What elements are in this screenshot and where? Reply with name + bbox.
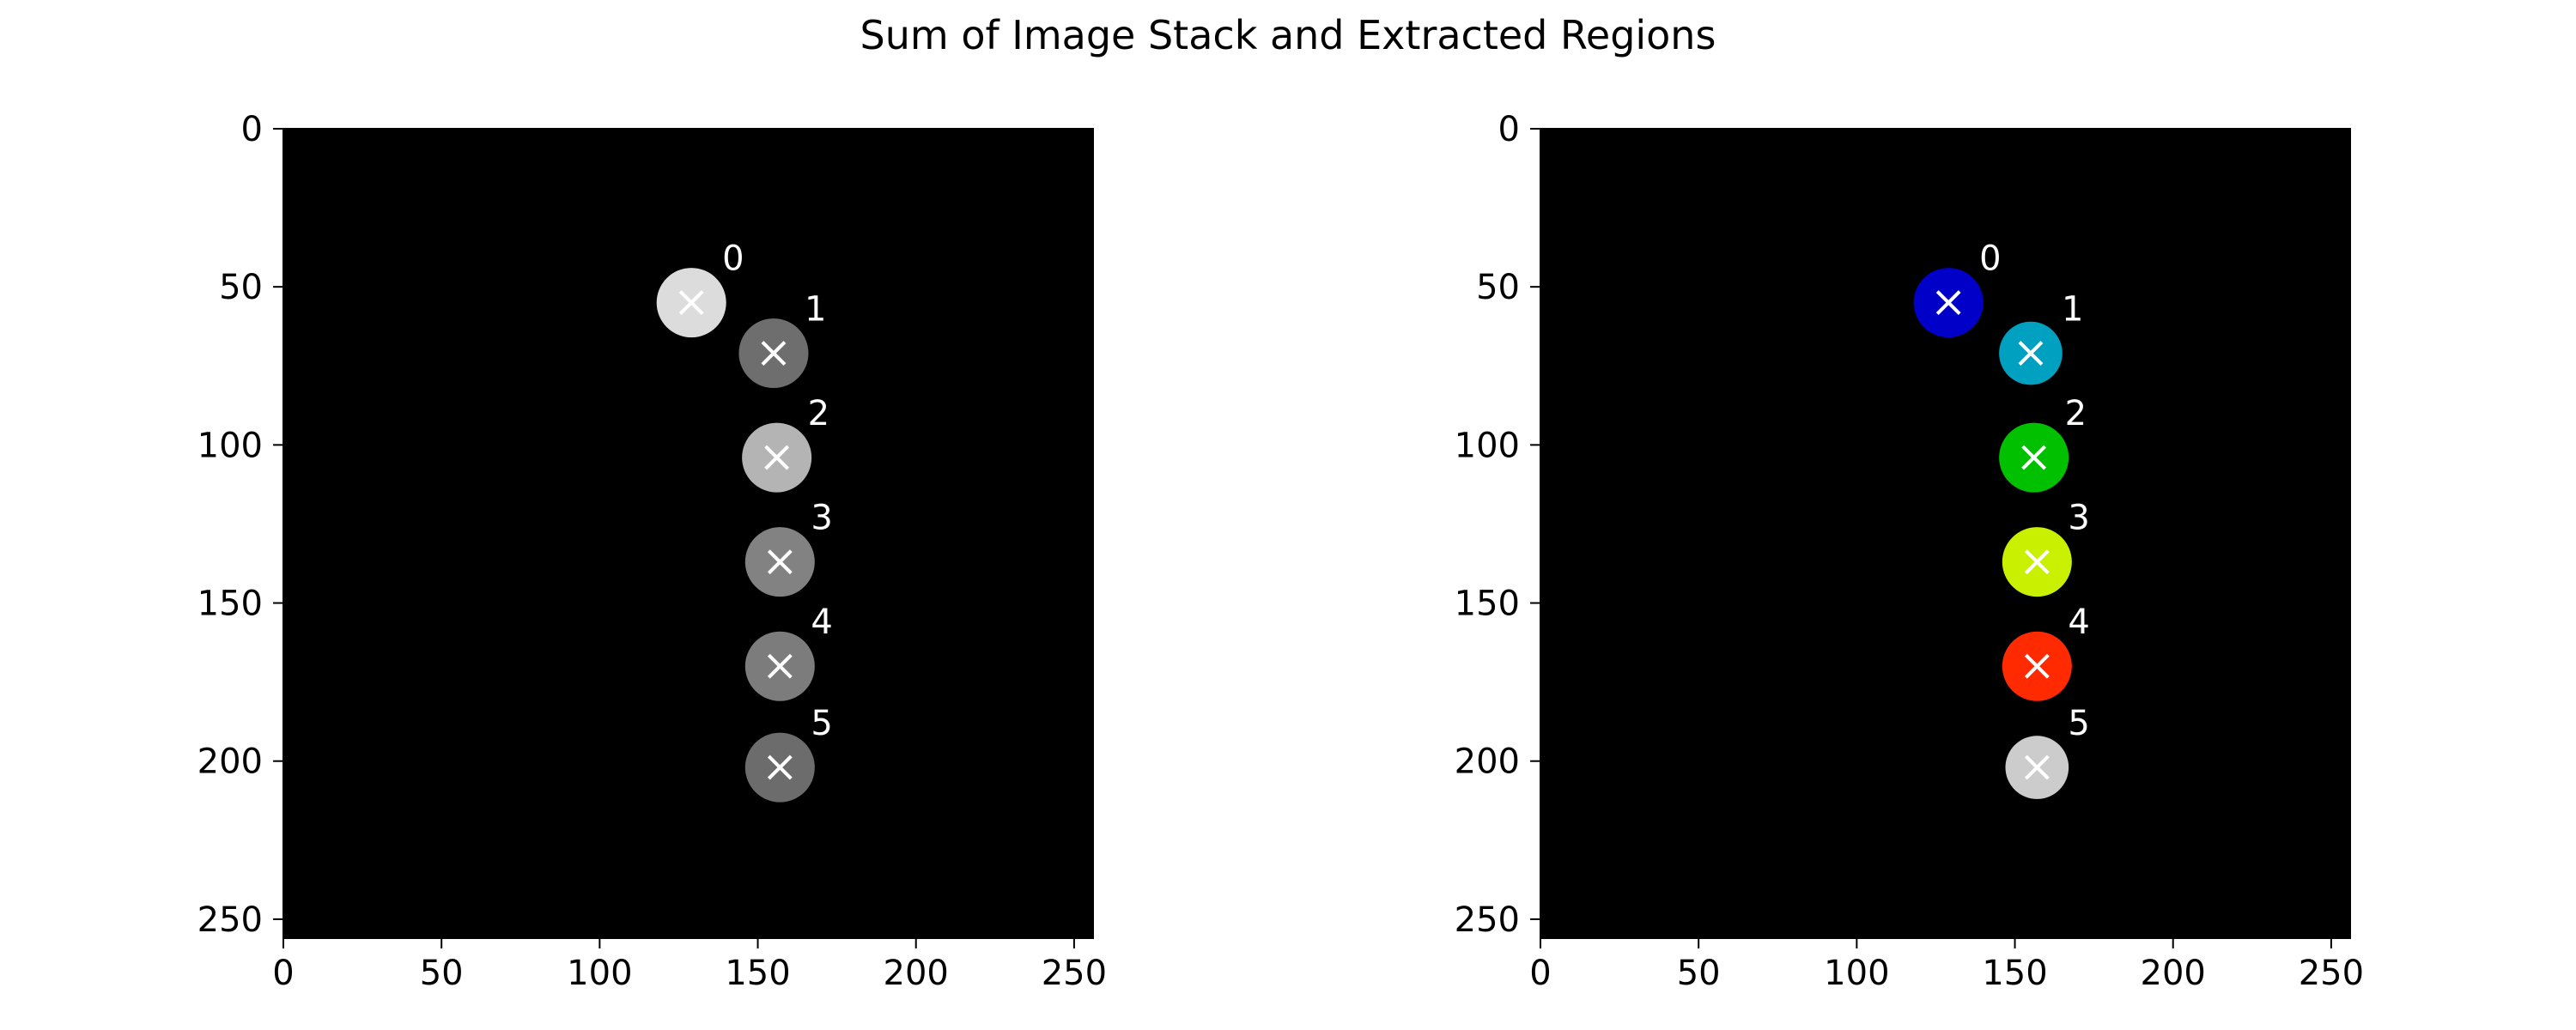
x-tick-label: 50 [420, 954, 464, 993]
y-tick-label: 200 [197, 742, 263, 782]
centroid-marker-0-b [678, 290, 704, 316]
y-tick-label: 50 [1476, 268, 1520, 307]
x-tick-label: 0 [272, 954, 294, 993]
centroid-marker-3-b [767, 549, 793, 575]
centroid-marker-1-b [761, 341, 787, 366]
centroid-marker-2-b [764, 445, 790, 470]
y-tick-label: 250 [1455, 900, 1520, 940]
region-label-2: 2 [2065, 394, 2087, 433]
region-label-0: 0 [722, 239, 744, 279]
centroid-marker-1-b [2018, 341, 2044, 366]
y-tick-label: 100 [1455, 426, 1520, 465]
x-tick-label: 50 [1677, 954, 1721, 993]
x-tick-label: 250 [1042, 954, 1107, 993]
region-label-4: 4 [2068, 603, 2089, 642]
x-tick-label: 150 [1982, 954, 2047, 993]
x-tick-label: 200 [884, 954, 949, 993]
y-tick-label: 200 [1455, 742, 1520, 782]
y-tick-label: 100 [197, 426, 263, 465]
region-label-0: 0 [1979, 239, 2001, 279]
centroid-marker-2-b [2021, 445, 2047, 470]
x-tick-label: 250 [2299, 954, 2364, 993]
x-tick-label: 100 [567, 954, 632, 993]
centroid-marker-4-b [2024, 653, 2050, 679]
region-label-3: 3 [2068, 499, 2089, 538]
y-tick-label: 150 [197, 585, 263, 624]
axes-frame [1540, 128, 2351, 939]
x-tick-label: 100 [1824, 954, 1889, 993]
x-tick-label: 150 [725, 954, 790, 993]
y-tick-label: 150 [1455, 585, 1520, 624]
region-label-3: 3 [811, 499, 832, 538]
centroid-marker-4-b [767, 653, 793, 679]
y-tick-label: 50 [219, 268, 263, 307]
axes-frame [283, 128, 1094, 939]
y-tick-label: 0 [241, 110, 263, 149]
y-tick-label: 0 [1498, 110, 1520, 149]
y-tick-label: 250 [197, 900, 263, 940]
x-tick-label: 200 [2141, 954, 2206, 993]
image-area [283, 129, 1093, 938]
region-label-5: 5 [811, 704, 832, 743]
centroid-marker-3-b [2024, 549, 2050, 575]
centroid-marker-0-b [1935, 290, 1961, 316]
image-area [1540, 129, 2350, 938]
region-label-1: 1 [805, 290, 826, 330]
centroid-marker-5-b [2024, 754, 2050, 780]
region-label-4: 4 [811, 603, 832, 642]
x-tick-label: 0 [1529, 954, 1551, 993]
region-label-2: 2 [808, 394, 829, 433]
region-label-5: 5 [2068, 704, 2089, 743]
centroid-marker-5-b [767, 754, 793, 780]
figure-title: Sum of Image Stack and Extracted Regions [860, 12, 1716, 58]
region-label-1: 1 [2062, 290, 2083, 330]
